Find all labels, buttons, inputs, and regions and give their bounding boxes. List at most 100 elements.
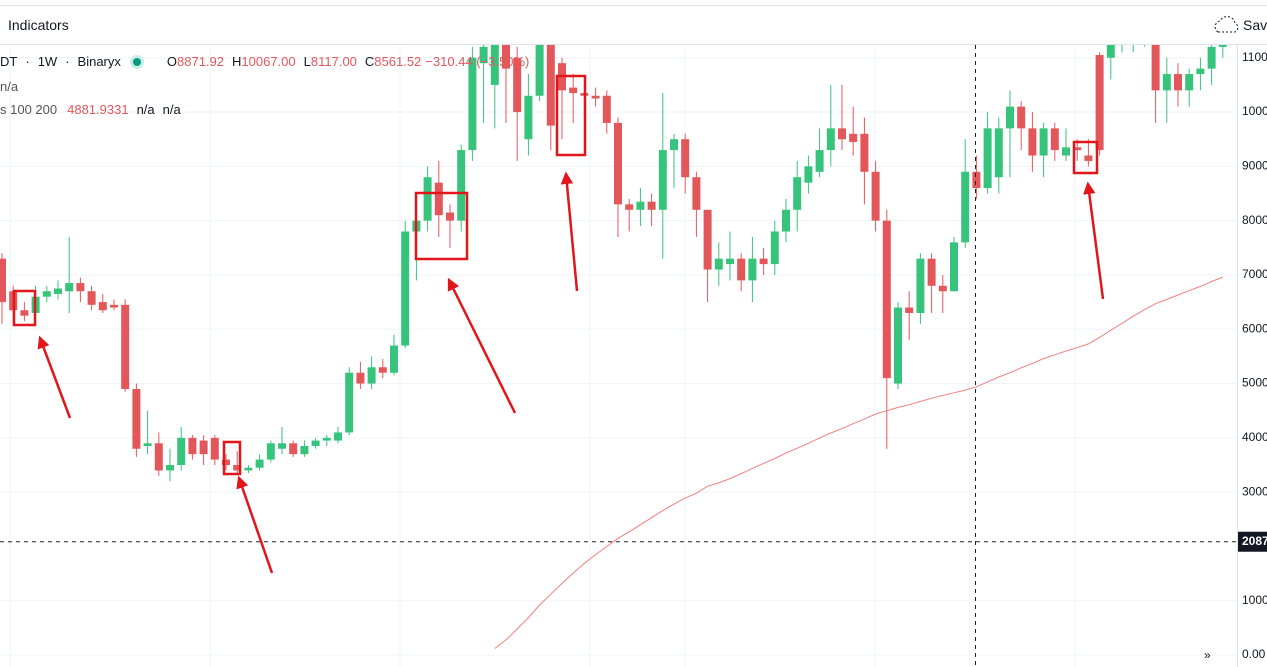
candle-body bbox=[714, 258, 723, 270]
candle-body bbox=[894, 307, 902, 384]
highlight-box bbox=[414, 191, 469, 261]
candle-body bbox=[1140, 25, 1148, 36]
candle-body bbox=[446, 212, 454, 221]
candle-body bbox=[20, 310, 29, 316]
candle-body bbox=[1062, 147, 1070, 156]
candle-body bbox=[345, 372, 354, 433]
symbol[interactable]: DT bbox=[0, 54, 18, 69]
candle-body bbox=[1073, 147, 1082, 151]
candle-body bbox=[121, 304, 130, 389]
highlight-box bbox=[222, 440, 242, 476]
candle-body bbox=[110, 304, 118, 308]
candle-body bbox=[614, 122, 622, 205]
save-icon[interactable] bbox=[1214, 16, 1239, 33]
candle-body bbox=[625, 204, 634, 210]
arrow bbox=[37, 335, 72, 419]
candle-body bbox=[748, 258, 757, 281]
candle-body bbox=[815, 150, 824, 172]
change: −310.44 (−3.50%) bbox=[425, 54, 530, 69]
save-button[interactable]: Sav bbox=[1243, 17, 1267, 33]
candle-body bbox=[367, 367, 376, 384]
candle-body bbox=[994, 128, 1003, 178]
candle-body bbox=[244, 467, 253, 471]
exchange[interactable]: Binaryx bbox=[77, 54, 121, 69]
candle-body bbox=[479, 46, 488, 64]
candle-body bbox=[177, 437, 186, 466]
annotations bbox=[12, 74, 1105, 574]
candle-body bbox=[143, 443, 152, 447]
cloud-icon[interactable] bbox=[1214, 16, 1239, 33]
candle-body bbox=[591, 95, 600, 99]
candle-body bbox=[401, 231, 410, 346]
candle-body bbox=[378, 367, 387, 373]
highlight-box bbox=[555, 74, 587, 157]
ohlc-key: H bbox=[232, 54, 242, 69]
candle-body bbox=[1162, 74, 1171, 91]
candle-body bbox=[1129, 36, 1137, 41]
candle-body bbox=[42, 291, 51, 297]
y-tick-label: 9000 bbox=[1242, 159, 1267, 173]
candle-body bbox=[961, 171, 970, 243]
highlight-box bbox=[1072, 140, 1099, 175]
ma-name[interactable]: s 100 200 bbox=[0, 102, 58, 117]
ohlc-value: 8561.52 bbox=[374, 54, 422, 69]
candle-body bbox=[1174, 74, 1182, 91]
interval[interactable]: 1W bbox=[37, 54, 58, 69]
candle-body bbox=[826, 128, 835, 151]
candle-body bbox=[1050, 128, 1059, 151]
candle-body bbox=[423, 177, 432, 221]
arrow bbox=[560, 171, 579, 292]
candle-body bbox=[334, 432, 342, 441]
candle-body bbox=[602, 95, 611, 123]
candle-body bbox=[983, 128, 992, 189]
candle-body bbox=[278, 443, 286, 449]
candle-body bbox=[670, 139, 678, 151]
candle-body bbox=[938, 285, 947, 292]
scroll-icon[interactable]: » bbox=[1204, 648, 1211, 662]
candle-body bbox=[1218, 45, 1227, 47]
candle-body bbox=[569, 87, 578, 94]
candle-body bbox=[658, 150, 667, 210]
highlight-box bbox=[12, 289, 37, 327]
candle-body bbox=[726, 258, 734, 265]
y-tick-label: 0.00 bbox=[1242, 647, 1266, 661]
candle-body bbox=[289, 443, 298, 455]
candle-body bbox=[1006, 106, 1014, 129]
ohlc-value: 8117.00 bbox=[310, 54, 357, 69]
candle-body bbox=[1207, 46, 1216, 69]
candle-body bbox=[65, 283, 74, 292]
candle-body bbox=[849, 133, 858, 142]
candle-body bbox=[692, 177, 701, 210]
y-tick-label: 3000 bbox=[1242, 484, 1267, 498]
volume: n/a bbox=[0, 79, 19, 94]
candle-body bbox=[166, 465, 174, 471]
candle-body bbox=[188, 437, 197, 455]
candle-body bbox=[793, 177, 802, 210]
market-status bbox=[132, 57, 141, 66]
candle-body bbox=[1095, 55, 1104, 151]
ma-extra: n/a bbox=[136, 102, 155, 117]
arrow bbox=[236, 475, 274, 574]
price-label: 2087 bbox=[1242, 534, 1267, 548]
y-tick-label: 8000 bbox=[1242, 213, 1267, 227]
candle-body bbox=[804, 166, 813, 183]
candle-body bbox=[860, 133, 869, 172]
time-grid bbox=[9, 45, 1076, 667]
candle-body bbox=[233, 465, 242, 471]
candle-body bbox=[513, 57, 522, 113]
y-tick-label: 1000 bbox=[1242, 593, 1267, 607]
y-tick-label: 6000 bbox=[1242, 321, 1267, 335]
ohlc-key: L bbox=[303, 54, 311, 69]
indicators-button[interactable]: Indicators bbox=[8, 17, 69, 33]
candle-body bbox=[457, 150, 466, 221]
y-tick-label: 5000 bbox=[1242, 376, 1267, 390]
candle-body bbox=[759, 258, 768, 265]
candle-body bbox=[502, 45, 510, 69]
candle-body bbox=[1028, 128, 1037, 156]
arrow bbox=[1083, 181, 1105, 300]
ma-extra: n/a bbox=[162, 102, 181, 117]
candle-body bbox=[647, 201, 656, 210]
candle-body bbox=[681, 139, 690, 178]
